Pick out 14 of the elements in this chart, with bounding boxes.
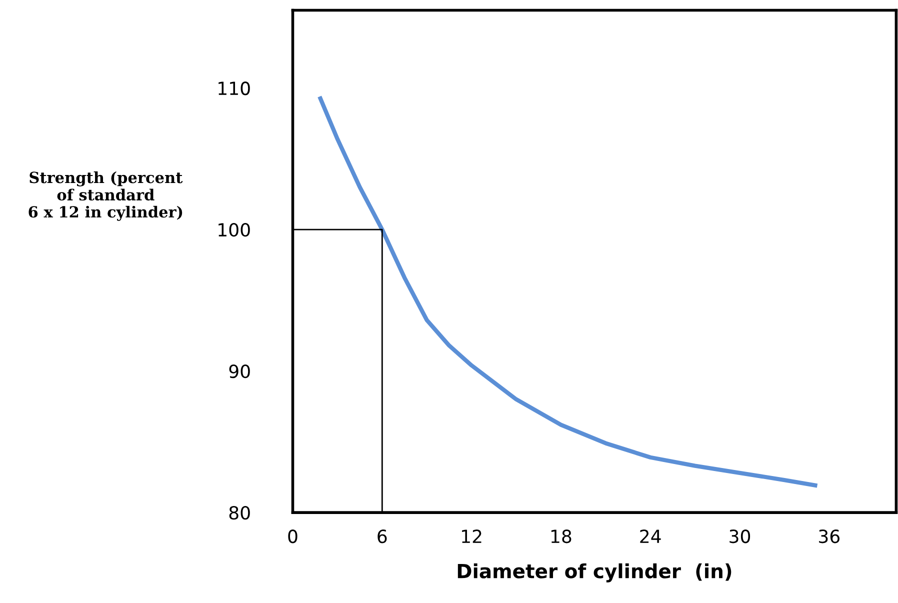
x-tick-label: 36 xyxy=(819,530,840,544)
x-axis-title: Diameter of cylinder (in) xyxy=(458,563,732,582)
x-tick-label: 6 xyxy=(378,530,387,544)
x-tick-label: 0 xyxy=(288,530,298,544)
y-tick-label: 80 xyxy=(229,506,250,520)
x-tick-label: 12 xyxy=(462,530,482,543)
y-tick-label: 100 xyxy=(218,223,250,237)
y-tick-label: 110 xyxy=(218,82,250,96)
x-tick-label: 18 xyxy=(551,530,572,544)
x-tick-label: 30 xyxy=(730,530,750,544)
line-series xyxy=(317,94,820,488)
x-tick-label: 24 xyxy=(640,530,661,543)
y-tick-label: 90 xyxy=(229,364,250,378)
y-axis-title: Strength (percent of standard 6 x 12 in cylinder) xyxy=(28,171,183,221)
